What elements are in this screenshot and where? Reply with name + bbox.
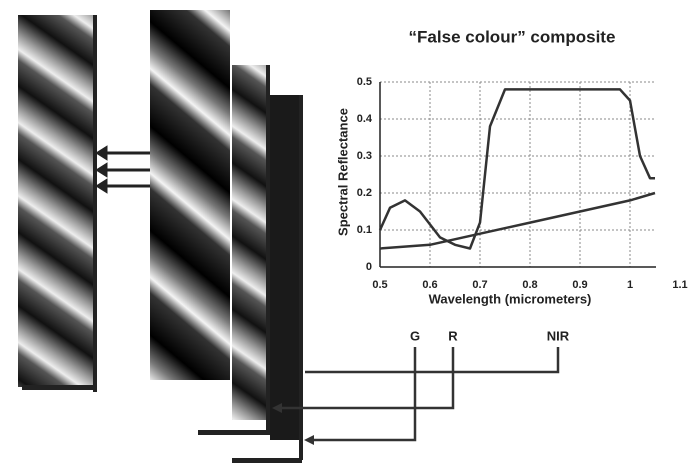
image-strips [18, 10, 303, 463]
image-strip [18, 15, 93, 387]
x-tick-label: 0.8 [522, 279, 537, 291]
frame [232, 458, 302, 463]
image-strip [232, 65, 270, 420]
image-strip [150, 10, 230, 380]
chart-title: “False colour” composite [409, 27, 616, 46]
y-axis-label: Spectral Reflectance [335, 108, 350, 236]
plot: 0 0.1 0.2 0.3 0.4 0.5 0.5 0.6 0.7 0.8 0.9 1 1.1 [357, 76, 688, 291]
x-axis-label: Wavelength (micrometers) [429, 291, 592, 306]
x-tick-label: 0.7 [472, 279, 487, 291]
image-strip [270, 95, 302, 440]
y-tick-label: 0.4 [357, 113, 373, 125]
y-tick-label: 0.2 [357, 187, 372, 199]
y-tick-label: 0 [366, 261, 372, 273]
frame [93, 15, 97, 392]
band-label: R [448, 328, 458, 343]
band-connectors [280, 347, 560, 442]
y-tick-label: 0.5 [357, 76, 372, 88]
frame [299, 95, 303, 460]
band-arrowheads [272, 403, 314, 445]
x-tick-label: 0.5 [372, 279, 387, 291]
band-label: G [410, 328, 420, 343]
frame [22, 385, 97, 390]
arrows [95, 145, 150, 194]
x-tick-label: 1.1 [672, 279, 687, 291]
frame [266, 65, 270, 435]
x-tick-label: 0.6 [422, 279, 437, 291]
series-line [379, 191, 656, 250]
y-tick-label: 0.3 [357, 150, 372, 162]
series-line [378, 88, 655, 250]
x-tick-label: 0.9 [572, 279, 587, 291]
x-tick-label: 1 [627, 279, 633, 291]
band-label: NIR [547, 328, 570, 343]
y-tick-label: 0.1 [357, 224, 372, 236]
frame [198, 430, 268, 435]
